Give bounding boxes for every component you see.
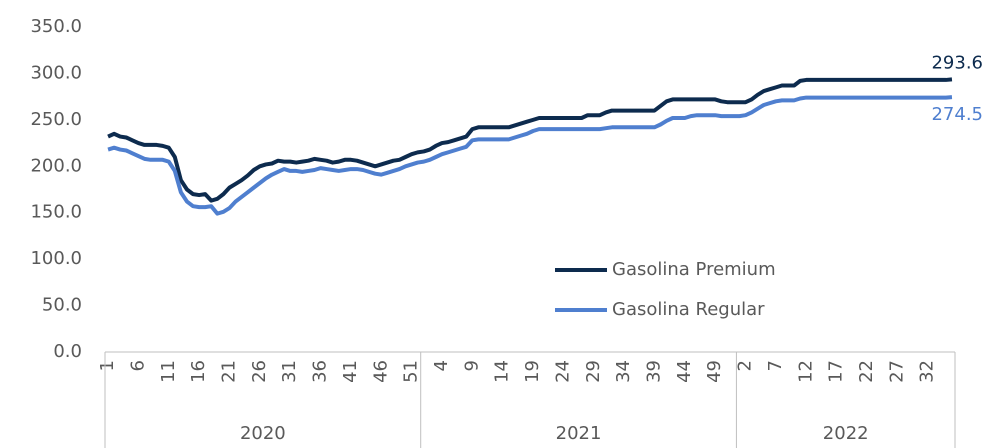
y-tick-label: 0.0 <box>53 341 82 362</box>
y-tick-label: 50.0 <box>42 295 82 316</box>
x-tick-label: 14 <box>492 360 513 383</box>
x-tick-label: 21 <box>218 360 239 383</box>
x-tick-label: 39 <box>643 360 664 383</box>
x-tick-label: 1 <box>97 360 118 371</box>
group-label: 2022 <box>823 423 869 444</box>
x-tick-label: 22 <box>856 360 877 383</box>
x-tick-label: 36 <box>310 360 331 383</box>
x-tick-label: 46 <box>370 360 391 383</box>
x-tick-label: 26 <box>249 360 270 383</box>
x-tick-label: 11 <box>158 360 179 383</box>
x-tick-label: 7 <box>765 360 786 371</box>
end-value-label: 293.6 <box>931 52 983 73</box>
y-tick-label: 150.0 <box>30 202 82 223</box>
x-tick-label: 29 <box>583 360 604 383</box>
group-label: 2020 <box>240 423 286 444</box>
x-tick-label: 44 <box>674 360 695 383</box>
legend-label: Gasolina Regular <box>612 299 765 320</box>
y-tick-label: 100.0 <box>30 248 82 269</box>
x-tick-label: 12 <box>795 360 816 383</box>
x-tick-label: 24 <box>552 360 573 383</box>
x-tick-label: 51 <box>401 360 422 383</box>
group-label: 2021 <box>556 423 602 444</box>
x-tick-label: 41 <box>340 360 361 383</box>
x-tick-label: 19 <box>522 360 543 383</box>
y-tick-label: 300.0 <box>30 62 82 83</box>
end-value-label: 274.5 <box>931 104 983 125</box>
y-tick-label: 200.0 <box>30 155 82 176</box>
x-tick-label: 32 <box>917 360 938 383</box>
x-tick-label: 4 <box>431 360 452 371</box>
series-line <box>107 95 953 216</box>
x-tick-label: 16 <box>188 360 209 383</box>
x-tick-label: 9 <box>461 360 482 371</box>
x-tick-label: 34 <box>613 360 634 383</box>
legend-label: Gasolina Premium <box>612 259 776 280</box>
x-tick-label: 17 <box>826 360 847 383</box>
x-tick-label: 27 <box>886 360 907 383</box>
x-tick-label: 2 <box>735 360 756 371</box>
y-tick-label: 250.0 <box>30 109 82 130</box>
y-tick-label: 350.0 <box>30 16 82 37</box>
series-line <box>107 77 953 203</box>
x-tick-label: 31 <box>279 360 300 383</box>
x-tick-label: 49 <box>704 360 725 383</box>
x-tick-label: 6 <box>127 360 148 371</box>
